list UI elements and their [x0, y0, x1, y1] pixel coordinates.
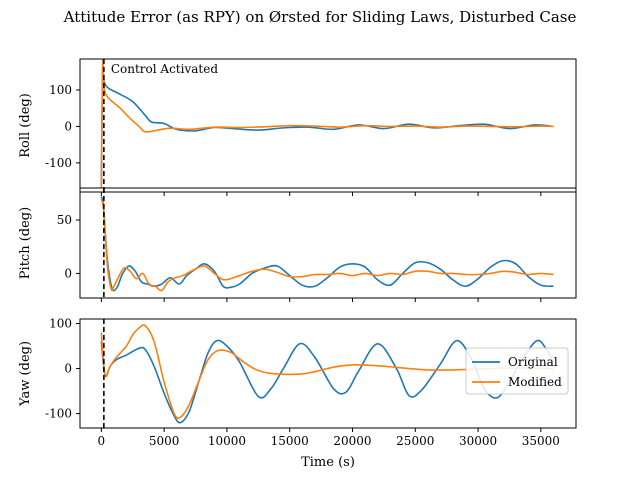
y-tick-label-2-100: 100 — [49, 317, 72, 331]
x-tick-label-10000: 10000 — [208, 434, 246, 448]
y-tick-label-2-0: 0 — [64, 362, 72, 376]
y-tick-label-2--100: -100 — [45, 407, 72, 421]
series-line-modified-0 — [100, 59, 554, 189]
y-tick-label-0-100: 100 — [49, 83, 72, 97]
y-axis-title-2: Yaw (deg) — [18, 341, 33, 407]
series-line-original-1 — [100, 196, 554, 292]
y-tick-label-1-0: 0 — [64, 266, 72, 280]
x-tick-label-5000: 5000 — [149, 434, 180, 448]
series-line-modified-1 — [100, 198, 554, 292]
panel-series-group-1 — [100, 196, 554, 292]
y-tick-label-1-50: 50 — [57, 213, 72, 227]
x-tick-label-30000: 30000 — [459, 434, 497, 448]
x-tick-label-0: 0 — [98, 434, 106, 448]
y-tick-label-0--100: -100 — [45, 156, 72, 170]
panel-series-group-0 — [100, 59, 554, 189]
panel-1: 0 50 Pitch (deg) — [18, 187, 577, 302]
activation-label: Control Activated — [111, 62, 218, 76]
panel-2: -100 0 100 0 5000 10000 15000 20000 25000 30000 35… — [18, 317, 577, 448]
x-tick-label-20000: 20000 — [333, 434, 371, 448]
panel-frame-0 — [79, 58, 577, 193]
legend: Original Modified — [465, 347, 569, 395]
x-tick-label-15000: 15000 — [271, 434, 309, 448]
x-tick-label-35000: 35000 — [522, 434, 560, 448]
panel-frame-2 — [79, 318, 577, 429]
panel-0: -100 0 100 Roll (deg) Control Activated — [18, 58, 577, 196]
panel-frame-1 — [79, 187, 577, 299]
series-line-original-0 — [100, 64, 554, 185]
y-axis-title-0: Roll (deg) — [18, 93, 33, 158]
y-axis-title-1: Pitch (deg) — [18, 207, 33, 279]
series-line-modified-2 — [100, 324, 554, 420]
legend-label-original: Original — [508, 355, 558, 369]
panels-group: -100 0 100 Roll (deg) Control Activated 0 50 Pi… — [18, 58, 577, 448]
x-tick-label-25000: 25000 — [396, 434, 434, 448]
legend-label-modified: Modified — [508, 375, 562, 389]
chart-title: Attitude Error (as RPY) on Ørsted for Sl… — [63, 8, 577, 26]
y-tick-label-0-0: 0 — [64, 119, 72, 133]
x-axis-title: Time (s) — [301, 455, 355, 470]
